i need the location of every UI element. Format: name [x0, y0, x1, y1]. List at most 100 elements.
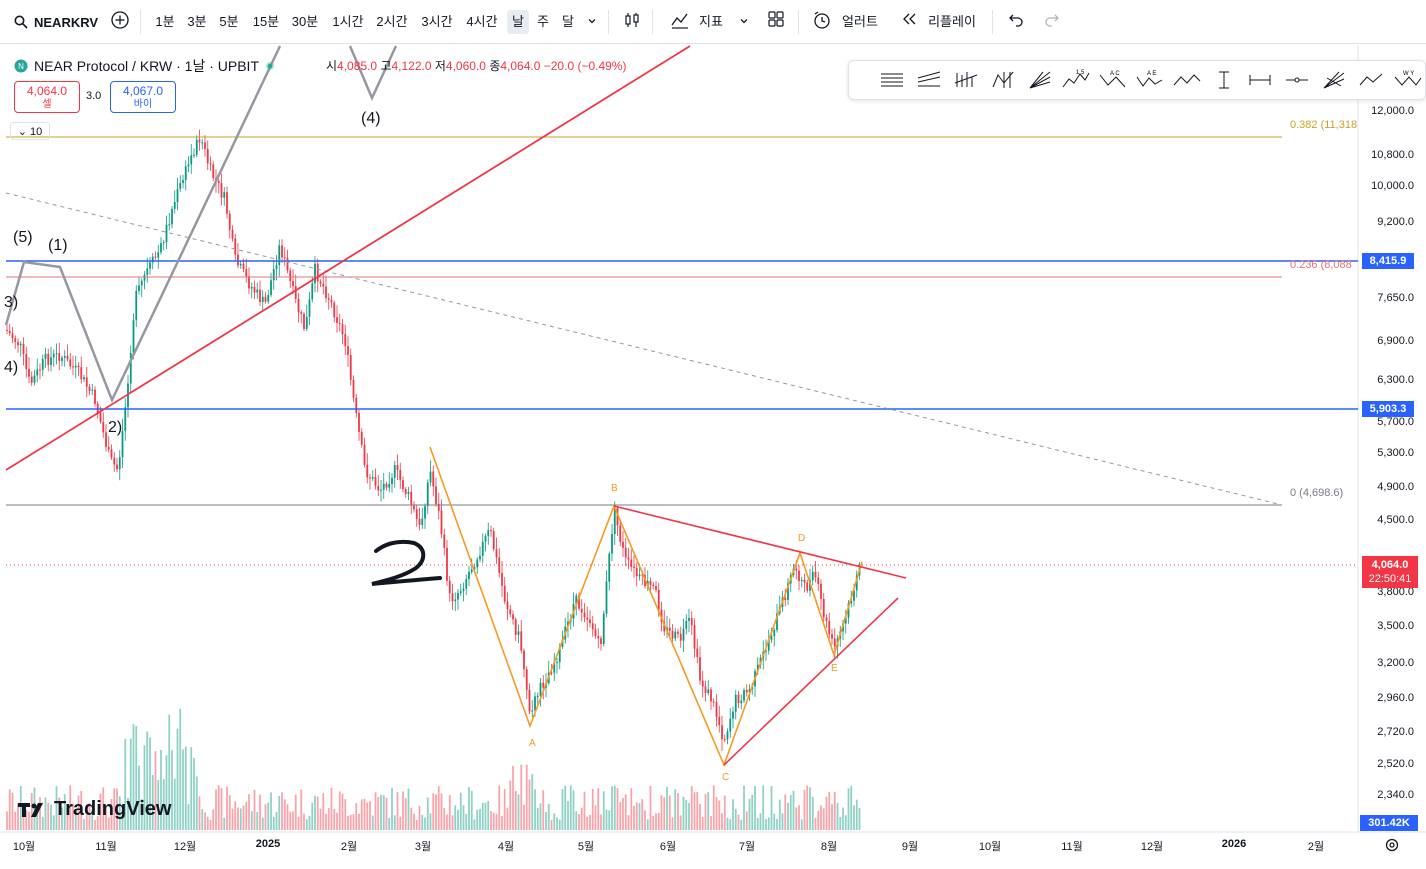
interval-week[interactable]: 주	[537, 14, 549, 29]
candle-body	[160, 243, 162, 253]
volume-bar	[682, 796, 685, 830]
volume-bar	[72, 803, 74, 830]
volume-bar	[322, 793, 325, 830]
undo-icon[interactable]	[1004, 10, 1028, 34]
elliott-combo-icon[interactable]	[1169, 65, 1204, 95]
candle-body	[129, 352, 132, 384]
price-chart[interactable]	[0, 45, 1426, 869]
volume-bar	[94, 819, 96, 830]
volume-bar	[847, 788, 850, 830]
interval-4h[interactable]: 4시간	[466, 14, 498, 29]
interval-3h[interactable]: 3시간	[421, 14, 453, 29]
volume-bar	[465, 813, 468, 830]
interval-15m[interactable]: 15분	[252, 14, 280, 29]
fan-lines-icon[interactable]	[1317, 65, 1352, 95]
date-range-icon[interactable]	[1243, 65, 1278, 95]
volume-bar	[176, 728, 179, 830]
fib-time-icon[interactable]	[985, 65, 1020, 95]
interval-1h[interactable]: 1시간	[332, 14, 364, 29]
low-value: 4,060.0	[445, 59, 486, 73]
candle-type-icon[interactable]	[620, 10, 644, 34]
volume-bar	[415, 819, 418, 830]
candle-body	[338, 323, 341, 325]
chevron-down-icon[interactable]	[736, 10, 752, 34]
volume-bar	[259, 794, 261, 830]
candle-body	[712, 701, 715, 703]
interval-month[interactable]: 달	[562, 14, 574, 29]
candle-body	[63, 355, 66, 358]
elliott-impulse-icon[interactable]: 1 5	[1059, 65, 1094, 95]
indicators-toggle[interactable]: ⌄ 10	[10, 122, 50, 140]
settings-gear-icon[interactable]	[1384, 837, 1400, 858]
candle-body	[440, 510, 443, 535]
candle-body	[847, 603, 850, 618]
volume-bar	[498, 785, 501, 830]
elliott-correction-icon[interactable]: A C	[1096, 65, 1131, 95]
candle-body	[121, 430, 124, 458]
volume-bar	[649, 785, 652, 830]
regression-icon[interactable]	[949, 65, 984, 95]
candle-body	[259, 289, 261, 303]
replay-icon[interactable]	[898, 10, 920, 34]
chevron-down-icon[interactable]	[583, 10, 601, 34]
date-tick-label: 11월	[1061, 841, 1083, 853]
volume-bar	[462, 805, 465, 830]
indicators-button[interactable]: 지표	[699, 14, 723, 29]
volume-bar	[454, 805, 457, 830]
volume-bar	[215, 789, 217, 830]
interval-30m[interactable]: 30분	[291, 14, 319, 29]
date-tick-label: 12월	[1140, 841, 1164, 853]
interval-5m[interactable]: 5분	[219, 14, 239, 29]
volume-bar	[124, 738, 127, 830]
gann-fan-icon[interactable]	[1022, 65, 1057, 95]
symbol-title[interactable]: NEAR Protocol / KRW · 1날 · UPBIT	[34, 58, 259, 74]
volume-bar	[17, 802, 19, 830]
wxy-icon[interactable]: W Y	[1390, 65, 1425, 95]
parallel-channel-icon[interactable]	[875, 65, 910, 95]
candle-body	[844, 617, 847, 624]
alarm-clock-icon[interactable]	[810, 10, 834, 34]
fib-channel-icon[interactable]	[912, 65, 947, 95]
horizontal-ray-icon[interactable]	[1280, 65, 1315, 95]
symbol-search[interactable]: NEARKRV	[6, 6, 100, 38]
elliott-triangle-icon[interactable]: A E	[1133, 65, 1168, 95]
interval-day[interactable]: 날	[507, 10, 529, 34]
alert-button[interactable]: 얼러트	[842, 14, 878, 29]
path-icon[interactable]	[1353, 65, 1388, 95]
volume-bar	[22, 813, 25, 830]
volume-bar	[844, 815, 847, 830]
interval-3m[interactable]: 3분	[187, 14, 207, 29]
indicators-icon[interactable]	[668, 10, 692, 34]
candle-body	[149, 262, 151, 269]
price-range-icon[interactable]	[1206, 65, 1241, 95]
volume-bar	[413, 813, 415, 830]
volume-bar	[855, 799, 858, 830]
replay-button[interactable]: 리플레이	[928, 14, 976, 29]
volume-bar	[8, 789, 11, 830]
elliott-wave-path	[4, 45, 282, 404]
volume-bar	[561, 788, 564, 830]
compare-add-icon[interactable]	[108, 10, 132, 34]
volume-bar	[646, 819, 649, 830]
candle-body	[501, 572, 503, 586]
buy-button[interactable]: 4,067.0 바이	[110, 81, 176, 113]
candle-body	[245, 269, 248, 277]
volume-bar	[358, 813, 360, 830]
volume-bar	[281, 792, 283, 830]
redo-icon[interactable]	[1040, 10, 1064, 34]
volume-bar	[605, 809, 608, 830]
candle-body	[110, 449, 113, 458]
volume-bar	[567, 801, 569, 830]
sell-button[interactable]: 4,064.0 셀	[14, 81, 80, 113]
candle-body	[787, 583, 789, 600]
candle-body	[481, 541, 484, 556]
svg-text:W Y: W Y	[1403, 71, 1414, 77]
dashed-trendline	[5, 192, 1283, 506]
layout-grid-icon[interactable]	[764, 10, 788, 34]
tradingview-logo[interactable]: TradingView	[18, 798, 171, 821]
volume-bar	[668, 795, 671, 830]
volume-bar	[36, 811, 39, 830]
candle-body	[693, 625, 696, 649]
interval-1m[interactable]: 1분	[155, 14, 175, 29]
interval-2h[interactable]: 2시간	[376, 14, 408, 29]
